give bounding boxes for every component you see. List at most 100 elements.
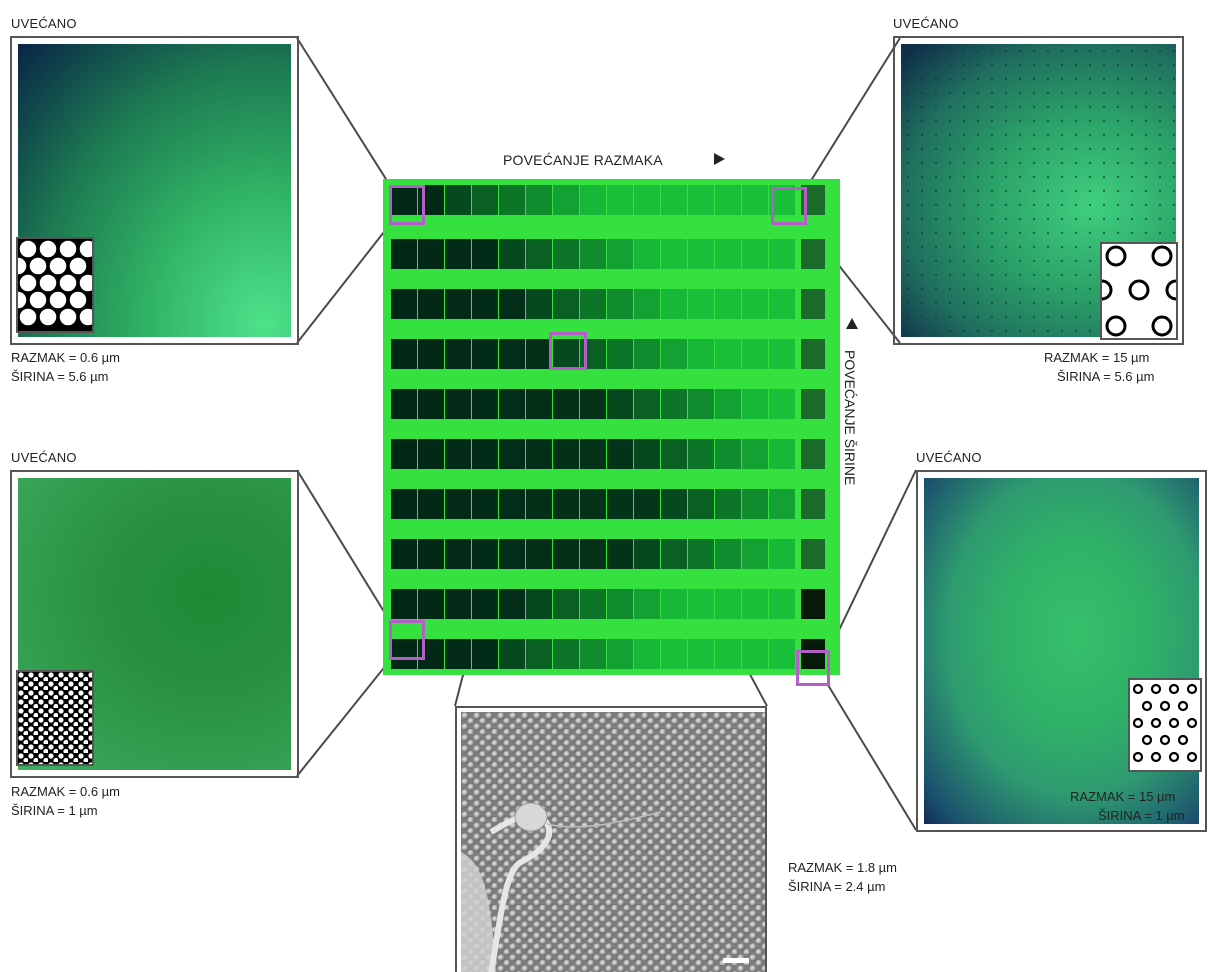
chip-cell [742,289,768,319]
chip-cell [499,239,525,269]
chip-cell [607,389,633,419]
chip-cell [418,489,444,519]
chip-cell [526,539,552,569]
chip-cell [688,339,714,369]
chip-cell [688,639,714,669]
dense-small-dots-icon [18,672,92,764]
chip-cell [526,439,552,469]
chip-cell [391,185,417,215]
chip-cell [634,439,660,469]
chip-cell [472,639,498,669]
chip-cell [607,239,633,269]
chip-cell [526,639,552,669]
chip-cell [661,239,687,269]
chip-cell [769,639,795,669]
caption-top-right-spacing: RAZMAK = 15 µm [1044,350,1150,365]
highlight-center [549,332,587,370]
chip-cell [418,389,444,419]
chip-cell [526,389,552,419]
chip-cell [715,289,741,319]
caption-top-left-width: ŠIRINA = 5.6 µm [11,369,109,384]
chip-cell [688,489,714,519]
chip-cell [472,489,498,519]
chip-cell [418,339,444,369]
chip-cell [526,289,552,319]
chip-cell [499,639,525,669]
chip-cell [418,239,444,269]
chip-cell [688,539,714,569]
chip-cell [472,239,498,269]
caption-sem-spacing: RAZMAK = 1.8 µm [788,860,897,875]
chip-cell [742,539,768,569]
panel-label-top-right: UVEĆANO [893,16,959,31]
chip-cell [607,185,633,215]
chip-cell [769,589,795,619]
chip-cell [742,639,768,669]
pattern-inset-top-left [16,237,94,333]
highlight-bottom-right [796,650,830,686]
chip-cell [769,489,795,519]
chip-cell [553,589,579,619]
chip-cell [472,539,498,569]
pattern-inset-bottom-right [1128,678,1202,772]
chip-cell [769,439,795,469]
chip-cell [499,539,525,569]
chip-cell [472,389,498,419]
chip-cell [769,289,795,319]
chip-edge-cell [801,289,825,319]
chip-cell [553,389,579,419]
chip-cell [580,539,606,569]
chip-cell [715,639,741,669]
chip-cell [661,639,687,669]
chip-cell [715,439,741,469]
chip-cell [445,389,471,419]
chip-cell [499,489,525,519]
chip-cell [472,289,498,319]
chip-cell [391,489,417,519]
chip-cell [634,389,660,419]
chip-cell [661,339,687,369]
pattern-inset-bottom-left [16,670,94,766]
chip-cell [634,539,660,569]
chip-edge-cell [801,339,825,369]
chip-cell [445,589,471,619]
chip-cell [580,439,606,469]
chip-cell [688,389,714,419]
chip-cell [742,389,768,419]
caption-sem-width: ŠIRINA = 2.4 µm [788,879,886,894]
chip-cell [715,389,741,419]
caption-top-right-width: ŠIRINA = 5.6 µm [1057,369,1155,384]
chip-cell [391,339,417,369]
panel-label-top-left: UVEĆANO [11,16,77,31]
chip-edge-cell [801,639,825,669]
chip-cell [742,339,768,369]
chip-cell [553,639,579,669]
chip-cell [580,185,606,215]
sparse-small-rings-icon [1132,683,1198,763]
chip-cell [661,439,687,469]
chip-cell [445,239,471,269]
chip-cell [607,289,633,319]
sem-image [455,706,767,972]
sparse-large-circles-icon [1102,245,1176,337]
chip-edge-cell [801,489,825,519]
chip-cell [715,339,741,369]
caption-bottom-right-width: ŠIRINA = 1 µm [1098,808,1185,823]
chip-cell [445,489,471,519]
zoom-panel-top-left [10,36,299,345]
chip-cell [391,539,417,569]
chip-cell [742,489,768,519]
chip-cell [634,339,660,369]
chip-grid [391,185,825,669]
chip-cell [418,589,444,619]
spacing-increase-label: POVEĆANJE RAZMAKA [503,152,663,168]
chip-cell [391,389,417,419]
chip-cell [580,589,606,619]
chip-cell [418,539,444,569]
right-arrow-icon [714,153,725,165]
highlight-bottom-left [389,620,425,660]
chip-cell [553,539,579,569]
up-arrow-icon [846,318,858,329]
chip-cell [445,289,471,319]
chip-cell [499,589,525,619]
